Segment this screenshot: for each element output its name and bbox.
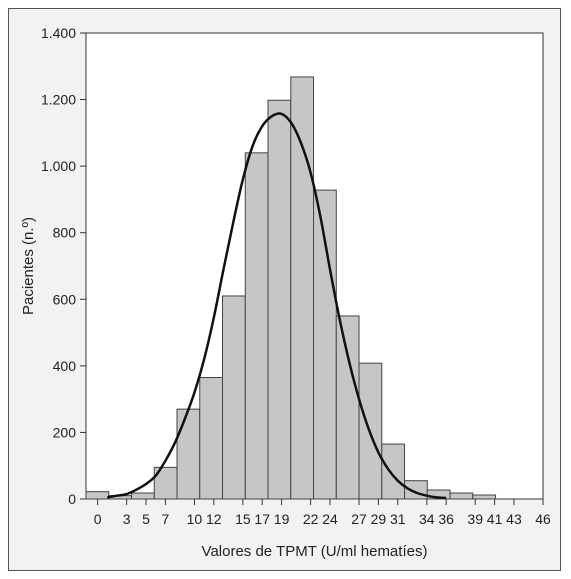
x-tick-label: 3 — [123, 511, 131, 527]
x-tick-label: 43 — [506, 511, 522, 527]
x-tick-label: 34 — [419, 511, 435, 527]
x-tick-label: 29 — [371, 511, 387, 527]
y-tick-label: 600 — [53, 291, 77, 307]
x-tick-label: 5 — [142, 511, 150, 527]
x-tick-label: 41 — [487, 511, 503, 527]
x-tick-label: 39 — [467, 511, 483, 527]
y-axis-title: Pacientes (n.º) — [20, 217, 37, 315]
histogram-bar — [176, 408, 201, 500]
x-tick-label: 0 — [94, 511, 102, 527]
histogram-bar — [267, 99, 292, 500]
histogram-bar — [335, 315, 360, 500]
histogram-bar — [131, 492, 155, 500]
x-axis: 0 3 5 7 10 12 15 17 19 22 24 27 29 31 34 36 39 41 43 46 — [94, 499, 551, 527]
y-tick-label: 1.400 — [41, 25, 76, 41]
x-tick-label: 15 — [235, 511, 251, 527]
x-tick-label: 46 — [535, 511, 551, 527]
histogram-bar — [449, 492, 474, 500]
x-tick-label: 7 — [161, 511, 169, 527]
histogram-bar — [199, 377, 224, 500]
x-tick-label: 22 — [303, 511, 319, 527]
histogram-bar — [290, 76, 315, 500]
y-tick-label: 1.200 — [41, 92, 76, 108]
y-tick-label: 1.000 — [41, 158, 76, 174]
x-axis-title: Valores de TPMT (U/ml hematíes) — [202, 543, 428, 560]
histogram-bar — [85, 491, 110, 500]
x-tick-label: 27 — [351, 511, 367, 527]
y-axis: 0 200 400 600 800 1.000 1.200 1.400 — [41, 25, 86, 507]
histogram-bar — [222, 295, 246, 500]
histogram-bar — [244, 152, 269, 500]
x-tick-label: 36 — [438, 511, 454, 527]
x-tick-label: 17 — [254, 511, 270, 527]
x-tick-label: 24 — [322, 511, 338, 527]
histogram-bar — [472, 494, 497, 500]
y-tick-label: 800 — [53, 225, 77, 241]
histogram-bar — [381, 443, 406, 500]
density-curve — [107, 112, 447, 500]
y-tick-label: 400 — [53, 358, 77, 374]
y-tick-label: 200 — [53, 424, 77, 440]
x-tick-label: 12 — [206, 511, 222, 527]
x-tick-label: 10 — [187, 511, 203, 527]
x-tick-label: 19 — [274, 511, 290, 527]
y-tick-label: 0 — [68, 491, 76, 507]
x-tick-label: 31 — [390, 511, 406, 527]
